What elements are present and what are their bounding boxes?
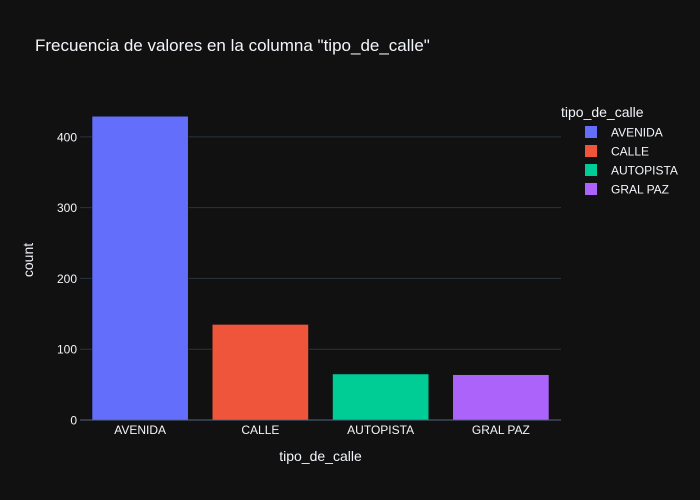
x-tick-labels: AVENIDA CALLE AUTOPISTA GRAL PAZ <box>114 423 530 437</box>
x-tick-label: CALLE <box>241 423 279 437</box>
bar-autopista[interactable] <box>332 373 429 421</box>
x-axis-title: tipo_de_calle <box>279 448 362 464</box>
legend-label: CALLE <box>611 145 649 159</box>
legend-swatch <box>585 164 597 176</box>
legend-label: AVENIDA <box>611 126 663 140</box>
x-tick-label: AUTOPISTA <box>347 423 414 437</box>
legend-item-calle[interactable]: CALLE <box>585 145 649 159</box>
x-tick-label: GRAL PAZ <box>472 423 530 437</box>
bar-avenida[interactable] <box>91 116 189 421</box>
legend-item-autopista[interactable]: AUTOPISTA <box>585 164 678 178</box>
y-tick-labels: 0 100 200 300 400 <box>57 130 77 427</box>
legend-items: AVENIDA CALLE AUTOPISTA GRAL PAZ <box>585 126 678 197</box>
x-tick-label: AVENIDA <box>114 423 166 437</box>
y-tick-label: 0 <box>70 414 77 428</box>
legend-item-gral-paz[interactable]: GRAL PAZ <box>585 183 669 197</box>
y-tick-label: 200 <box>57 272 77 286</box>
legend-swatch <box>585 145 597 157</box>
y-axis-title: count <box>20 243 36 277</box>
y-tick-label: 300 <box>57 201 77 215</box>
legend-label: GRAL PAZ <box>611 183 669 197</box>
legend-item-avenida[interactable]: AVENIDA <box>585 126 663 140</box>
legend-title: tipo_de_calle <box>561 104 644 120</box>
bar-gral-paz[interactable] <box>452 374 550 421</box>
legend-swatch <box>585 126 597 138</box>
chart-title: Frecuencia de valores en la columna "tip… <box>35 36 430 55</box>
legend-label: AUTOPISTA <box>611 164 678 178</box>
y-tick-label: 400 <box>57 130 77 144</box>
legend-swatch <box>585 183 597 195</box>
y-tick-label: 100 <box>57 343 77 357</box>
bars <box>91 116 550 421</box>
legend: tipo_de_calle AVENIDA CALLE AUTOPISTA GRAL … <box>561 104 678 197</box>
bar-calle[interactable] <box>212 324 309 421</box>
